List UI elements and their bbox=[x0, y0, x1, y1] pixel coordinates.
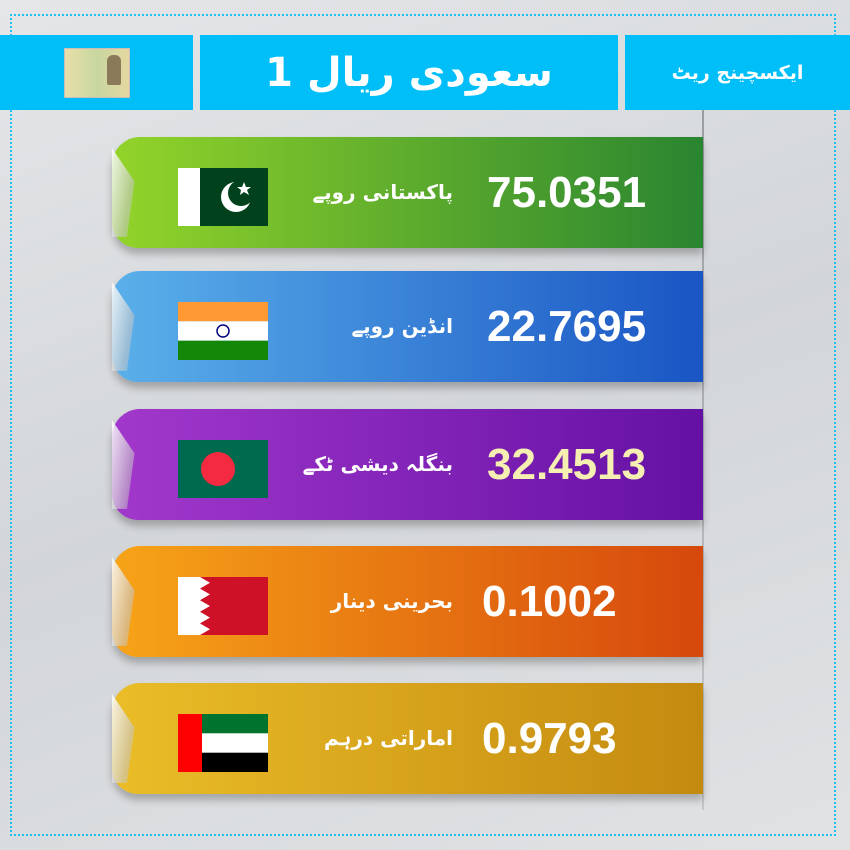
rate-row-uae: 0.9793 اماراتی درہم bbox=[112, 683, 703, 794]
rate-value: 22.7695 bbox=[487, 302, 647, 351]
rate-row-bahrain: 0.1002 بحرینی دینار bbox=[112, 546, 703, 657]
india-flag-icon bbox=[178, 302, 268, 360]
currency-name: بنگلہ دیشی ٹکے bbox=[302, 452, 453, 476]
banknote-box bbox=[0, 35, 193, 110]
rate-row-pakistan: 75.0351 پاکستانی روپے bbox=[112, 137, 703, 248]
rate-value: 0.1002 bbox=[482, 577, 617, 626]
uae-flag-icon bbox=[178, 714, 268, 772]
bangladesh-flag-icon bbox=[178, 440, 268, 498]
rate-value: 0.9793 bbox=[482, 714, 617, 763]
rate-value: 32.4513 bbox=[487, 440, 647, 489]
currency-name: انڈین روپے bbox=[351, 314, 453, 338]
pakistan-flag-icon bbox=[178, 168, 268, 226]
currency-name: بحرینی دینار bbox=[330, 589, 453, 613]
divider-line bbox=[702, 110, 704, 810]
exchange-rate-label: ایکسچینج ریٹ bbox=[625, 35, 850, 110]
page-title: 1 سعودی ریال bbox=[200, 35, 618, 110]
bahrain-flag-icon bbox=[178, 577, 268, 635]
rate-row-india: 22.7695 انڈین روپے bbox=[112, 271, 703, 382]
rate-row-bangladesh: 32.4513 بنگلہ دیشی ٹکے bbox=[112, 409, 703, 520]
dotted-frame bbox=[10, 14, 836, 836]
rate-value: 75.0351 bbox=[487, 168, 647, 217]
currency-name: پاکستانی روپے bbox=[312, 180, 453, 204]
banknote-icon bbox=[63, 47, 130, 98]
currency-name: اماراتی درہم bbox=[323, 726, 453, 750]
